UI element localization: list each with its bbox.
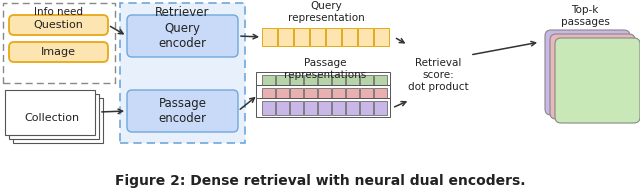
Bar: [346, 75, 359, 89]
Bar: [310, 28, 325, 46]
Bar: [304, 101, 317, 115]
Text: Collection: Collection: [24, 113, 79, 123]
Text: Query
encoder: Query encoder: [159, 22, 207, 50]
Bar: [360, 75, 373, 89]
Bar: [374, 28, 389, 46]
Bar: [13, 98, 103, 143]
Bar: [294, 28, 309, 46]
Bar: [358, 28, 373, 46]
Bar: [256, 98, 390, 117]
Bar: [276, 75, 289, 89]
Bar: [278, 28, 293, 46]
Bar: [262, 101, 275, 115]
Bar: [262, 88, 275, 102]
Bar: [290, 88, 303, 102]
Text: Image: Image: [41, 47, 76, 57]
Text: Retrieval
score:
dot product: Retrieval score: dot product: [408, 58, 468, 92]
Text: Passage
representations: Passage representations: [284, 58, 366, 80]
Bar: [326, 28, 341, 46]
Bar: [346, 88, 359, 102]
Bar: [374, 101, 387, 115]
Bar: [256, 72, 390, 91]
Bar: [332, 88, 345, 102]
FancyBboxPatch shape: [9, 42, 108, 62]
Bar: [262, 75, 275, 89]
Bar: [318, 101, 331, 115]
Bar: [290, 75, 303, 89]
Bar: [304, 75, 317, 89]
FancyBboxPatch shape: [555, 38, 640, 123]
Text: Passage: Passage: [563, 74, 611, 87]
Bar: [304, 88, 317, 102]
Text: Top-k
passages: Top-k passages: [561, 5, 609, 27]
Bar: [342, 28, 357, 46]
Text: Retriever: Retriever: [156, 5, 210, 18]
Bar: [332, 101, 345, 115]
FancyBboxPatch shape: [127, 15, 238, 57]
Bar: [318, 75, 331, 89]
Bar: [290, 101, 303, 115]
Bar: [3, 3, 115, 83]
Text: Passage
encoder: Passage encoder: [159, 97, 207, 125]
Bar: [374, 88, 387, 102]
Text: Figure 2: Dense retrieval with neural dual encoders.: Figure 2: Dense retrieval with neural du…: [115, 174, 525, 188]
Bar: [276, 88, 289, 102]
FancyBboxPatch shape: [127, 90, 238, 132]
FancyBboxPatch shape: [545, 30, 630, 115]
Bar: [346, 101, 359, 115]
Bar: [120, 3, 245, 143]
Bar: [360, 88, 373, 102]
FancyBboxPatch shape: [550, 34, 635, 119]
Bar: [9, 94, 99, 139]
Bar: [276, 101, 289, 115]
Bar: [374, 75, 387, 89]
FancyBboxPatch shape: [9, 15, 108, 35]
Bar: [332, 75, 345, 89]
Text: Info need: Info need: [35, 7, 83, 17]
Text: Question: Question: [33, 20, 83, 30]
Bar: [262, 28, 277, 46]
Bar: [318, 88, 331, 102]
Bar: [360, 101, 373, 115]
Bar: [5, 90, 95, 135]
Bar: [256, 85, 390, 104]
Text: Query
representation: Query representation: [287, 1, 364, 23]
